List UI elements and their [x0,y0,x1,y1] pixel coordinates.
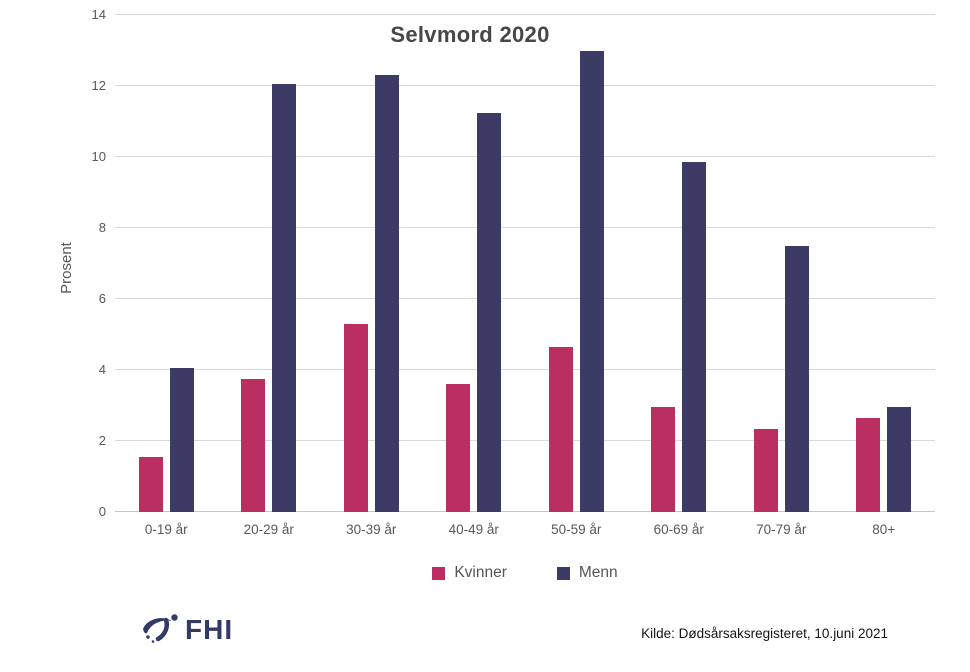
y-tick-label-10: 10 [91,149,106,164]
chart-title: Selvmord 2020 [390,22,550,47]
bar-kvinner-20-29 år [241,378,266,512]
bar-menn-60-69 år [682,162,707,512]
legend-swatch-menn [556,566,570,580]
bar-menn-50-59 år [579,50,604,512]
x-tick-label-70-79 år: 70-79 år [756,522,807,537]
gridline-10 [115,156,935,157]
bar-menn-80+ [887,407,912,512]
bar-groups [115,15,935,512]
gridline-4 [115,369,935,370]
y-axis-ticks: 0 2 4 6 8 10 12 14 [62,7,106,519]
bar-kvinner-50-59 år [548,346,573,512]
y-tick-label-14: 14 [91,7,106,22]
fhi-logo: FHI [138,610,233,650]
legend-label-kvinner: Kvinner [454,564,507,581]
bar-menn-40-49 år [477,112,502,512]
x-tick-label-80+: 80+ [872,522,896,537]
y-tick-label-8: 8 [98,220,106,235]
y-tick-label-4: 4 [98,362,106,377]
x-tick-label-60-69 år: 60-69 år [653,522,704,537]
gridline-12 [115,85,935,86]
x-axis-labels: 0-19 år 20-29 år 30-39 år 40-49 år 50-59 år 6… [115,522,935,537]
bar-group-20-29 år [218,15,321,512]
bar-kvinner-80+ [856,417,881,512]
gridline-6 [115,298,935,299]
bar-menn-30-39 år [374,75,399,512]
bar-group-40-49 år [423,15,526,512]
gridline-14 [115,14,935,15]
y-tick-label-6: 6 [98,291,106,306]
bar-kvinner-0-19 år [138,456,163,512]
legend: Kvinner Menn [115,564,935,582]
bar-kvinner-30-39 år [343,323,368,512]
source-text: Kilde: Dødsårsaksregisteret, 10.juni 202… [641,626,888,641]
x-tick-label-20-29 år: 20-29 år [243,522,294,537]
bar-kvinner-40-49 år [446,384,471,512]
gridline-0 [115,511,935,512]
bar-group-30-39 år [320,15,423,512]
bar-menn-70-79 år [784,245,809,512]
x-tick-label-0-19 år: 0-19 år [144,522,188,537]
y-tick-label-2: 2 [98,433,106,448]
x-tick-label-50-59 år: 50-59 år [551,522,602,537]
fhi-logo-icon [143,614,178,643]
legend-label-menn: Menn [578,564,618,581]
legend-item-kvinner: Kvinner [432,564,507,582]
bar-group-0-19 år [115,15,218,512]
y-tick-label-12: 12 [91,78,106,93]
bar-menn-0-19 år [169,368,194,512]
x-tick-label-40-49 år: 40-49 år [448,522,499,537]
gridline-2 [115,440,935,441]
bar-group-70-79 år [730,15,833,512]
bar-group-80+ [833,15,936,512]
bar-menn-20-29 år [272,84,297,512]
legend-swatch-kvinner [432,566,446,580]
gridline-8 [115,227,935,228]
bar-kvinner-60-69 år [651,407,676,512]
fhi-logo-text: FHI [185,614,234,645]
bar-kvinner-70-79 år [753,428,778,512]
y-tick-label-0: 0 [98,504,106,519]
bar-group-50-59 år [525,15,628,512]
bar-group-60-69 år [628,15,731,512]
x-tick-label-30-39 år: 30-39 år [346,522,397,537]
plot-area [115,14,935,512]
legend-item-menn: Menn [556,564,618,582]
